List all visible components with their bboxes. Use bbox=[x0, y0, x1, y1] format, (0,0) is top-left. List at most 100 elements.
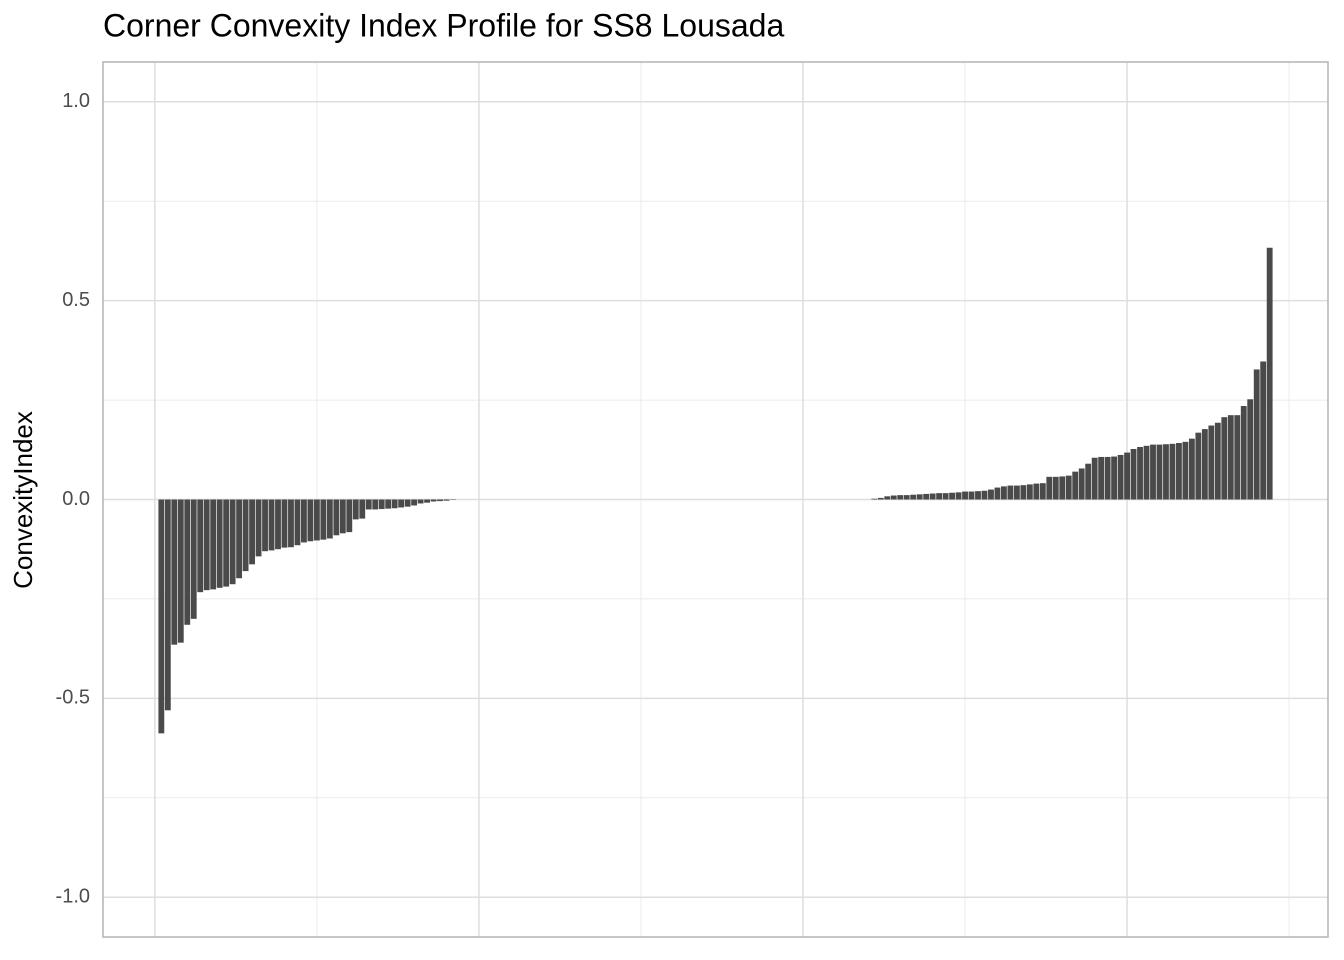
bar bbox=[229, 499, 236, 585]
bar bbox=[346, 499, 353, 533]
bar bbox=[262, 499, 268, 552]
bar bbox=[411, 499, 418, 506]
bar bbox=[1078, 468, 1085, 500]
bar bbox=[949, 492, 955, 500]
bar bbox=[320, 499, 327, 540]
bar bbox=[916, 494, 923, 500]
bar bbox=[417, 499, 424, 504]
bar bbox=[359, 499, 366, 519]
bar bbox=[897, 495, 904, 500]
bar bbox=[281, 499, 288, 548]
bar bbox=[242, 499, 249, 572]
bar bbox=[171, 499, 178, 645]
bar bbox=[288, 499, 294, 548]
bar bbox=[1033, 483, 1040, 500]
bar bbox=[352, 499, 359, 520]
bar bbox=[249, 499, 255, 565]
bar bbox=[339, 499, 346, 534]
bar bbox=[236, 499, 243, 579]
bar bbox=[1007, 485, 1014, 500]
bar bbox=[923, 493, 930, 500]
bar bbox=[994, 487, 1001, 500]
bar bbox=[268, 499, 275, 551]
bar bbox=[333, 499, 340, 536]
bar bbox=[197, 499, 204, 593]
bar bbox=[1266, 247, 1273, 500]
bar bbox=[1065, 475, 1072, 500]
bar bbox=[1124, 452, 1130, 500]
bar bbox=[1150, 444, 1156, 500]
bar bbox=[1195, 432, 1202, 500]
bar bbox=[158, 499, 165, 734]
bar bbox=[404, 499, 411, 507]
bar bbox=[1059, 476, 1066, 500]
bar bbox=[1208, 425, 1215, 500]
bar bbox=[975, 491, 981, 500]
bar bbox=[1163, 444, 1169, 500]
bar bbox=[1085, 463, 1092, 500]
bar bbox=[1001, 486, 1007, 500]
bar bbox=[877, 497, 884, 500]
bar bbox=[1169, 443, 1176, 500]
y-tick-label: 0.5 bbox=[62, 289, 90, 311]
bar bbox=[1104, 456, 1111, 500]
bar bbox=[981, 490, 988, 500]
bar bbox=[1253, 369, 1260, 500]
bar bbox=[216, 499, 223, 588]
bar bbox=[203, 499, 210, 591]
bar bbox=[942, 493, 949, 500]
bar bbox=[1046, 476, 1053, 500]
bar bbox=[1091, 457, 1098, 500]
bar bbox=[1201, 429, 1208, 500]
bar bbox=[1143, 445, 1150, 500]
bar bbox=[430, 499, 437, 502]
bar bbox=[184, 499, 191, 625]
bar bbox=[988, 489, 994, 500]
bar bbox=[910, 494, 917, 500]
bar bbox=[962, 491, 968, 500]
bar bbox=[1188, 438, 1195, 500]
bar bbox=[1026, 484, 1033, 500]
bar bbox=[1137, 447, 1143, 500]
bar bbox=[1039, 483, 1046, 500]
bar bbox=[437, 499, 443, 502]
bar bbox=[177, 499, 184, 643]
bar bbox=[1176, 443, 1182, 500]
bar bbox=[398, 499, 405, 508]
bar bbox=[1013, 485, 1020, 500]
y-tick-label: 0.0 bbox=[62, 488, 90, 510]
bar bbox=[1240, 406, 1247, 500]
bar bbox=[929, 493, 936, 500]
bar bbox=[968, 491, 975, 500]
bar bbox=[385, 499, 392, 509]
bar bbox=[1052, 476, 1059, 500]
bar bbox=[955, 492, 962, 500]
bar bbox=[391, 499, 398, 509]
bar bbox=[1260, 361, 1267, 500]
bar bbox=[936, 493, 943, 500]
bar bbox=[313, 499, 320, 541]
bar bbox=[903, 495, 910, 500]
bar bbox=[326, 499, 333, 539]
bar bbox=[1117, 454, 1124, 500]
bar bbox=[1182, 441, 1189, 500]
y-tick-label: -0.5 bbox=[56, 687, 90, 709]
bar bbox=[424, 499, 430, 503]
bar bbox=[223, 499, 230, 587]
bar bbox=[307, 499, 314, 542]
panel-border bbox=[102, 61, 1329, 938]
bar bbox=[210, 499, 217, 590]
bar bbox=[294, 499, 301, 546]
bar bbox=[1214, 422, 1221, 500]
bar bbox=[1227, 415, 1234, 500]
bar bbox=[275, 499, 281, 550]
bar bbox=[301, 499, 307, 543]
bar bbox=[1156, 444, 1163, 500]
bar bbox=[1098, 456, 1105, 500]
bar bbox=[190, 499, 197, 619]
bar bbox=[1221, 417, 1228, 500]
bar bbox=[443, 499, 450, 501]
bar bbox=[1234, 415, 1241, 500]
bar bbox=[1247, 399, 1254, 500]
